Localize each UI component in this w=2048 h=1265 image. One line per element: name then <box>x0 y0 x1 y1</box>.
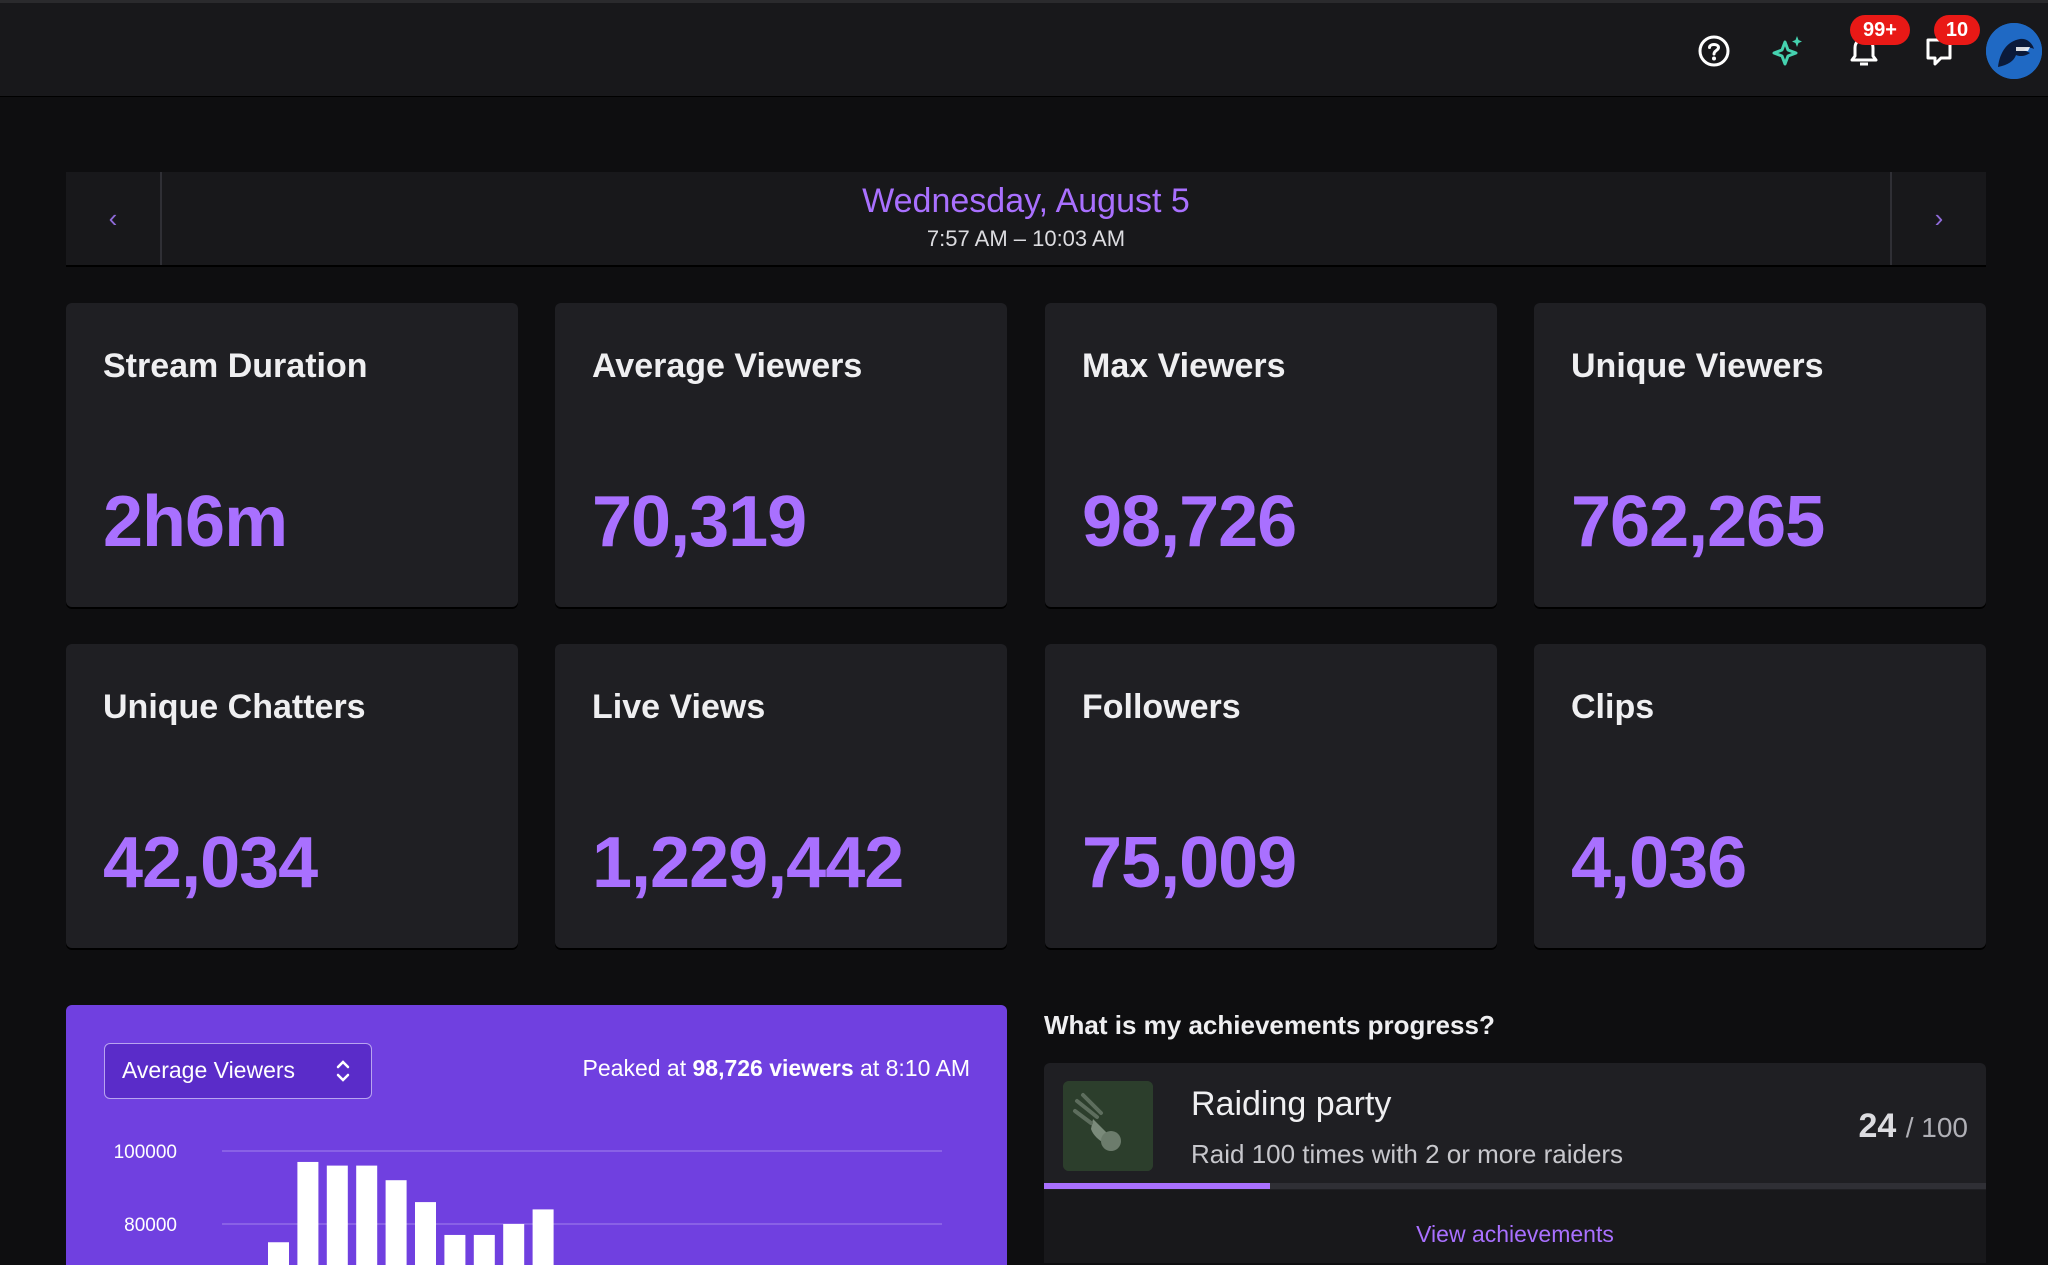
stat-value: 762,265 <box>1571 482 1825 562</box>
viewers-bar-chart: 100000 80000 <box>114 1142 942 1265</box>
stat-card-live-views: Live Views 1,229,442 <box>555 644 1007 948</box>
chart-bar[interactable] <box>415 1202 436 1265</box>
raid-rocket-icon <box>1063 1081 1153 1171</box>
stat-value: 4,036 <box>1571 823 1747 903</box>
stat-label: Max Viewers <box>1082 347 1286 385</box>
chart-bar[interactable] <box>297 1161 319 1265</box>
achievement-total: / 100 <box>1905 1112 1968 1143</box>
achievement-thumbnail <box>1063 1081 1153 1171</box>
chart-bar[interactable] <box>532 1209 554 1265</box>
view-achievements-link[interactable]: View achievements <box>1416 1221 1614 1247</box>
select-arrows-icon <box>336 1060 350 1082</box>
achievement-description: Raid 100 times with 2 or more raiders <box>1191 1139 1624 1169</box>
achievement-progress-count: 24 / 100 <box>1858 1107 1968 1146</box>
chart-bar[interactable] <box>473 1234 495 1265</box>
achievements-heading: What is my achievements progress? <box>1044 1010 1495 1040</box>
notifications-badge: 99+ <box>1850 15 1910 45</box>
y-tick-label: 100000 <box>114 1142 177 1163</box>
peak-suffix: at 8:10 AM <box>860 1055 970 1081</box>
peak-summary: Peaked at 98,726 viewers at 8:10 AM <box>583 1055 970 1082</box>
stat-label: Live Views <box>592 688 766 726</box>
metric-select-value: Average Viewers <box>122 1057 296 1083</box>
user-avatar[interactable] <box>1986 23 2042 79</box>
stream-time-range: 7:57 AM – 10:03 AM <box>926 226 1126 251</box>
stat-label: Unique Chatters <box>103 688 366 726</box>
stat-label: Stream Duration <box>103 347 368 385</box>
stat-card-max-viewers: Max Viewers 98,726 <box>1045 303 1497 607</box>
stat-label: Clips <box>1571 688 1655 726</box>
metric-select[interactable]: Average Viewers <box>104 1043 372 1099</box>
chart-bar[interactable] <box>356 1165 378 1265</box>
chart-bar[interactable] <box>444 1234 466 1265</box>
stat-value: 1,229,442 <box>592 823 904 903</box>
stat-label: Unique Viewers <box>1571 347 1824 385</box>
stat-card-unique-chatters: Unique Chatters 42,034 <box>66 644 518 948</box>
achievement-progress-track <box>1044 1183 1986 1189</box>
sparkle-icon[interactable] <box>1768 31 1808 71</box>
peak-prefix: Peaked at <box>582 1055 687 1081</box>
stat-value: 2h6m <box>103 482 288 562</box>
stat-value: 98,726 <box>1082 482 1297 562</box>
whispers-badge: 10 <box>1934 15 1980 45</box>
peak-value: 98,726 viewers <box>692 1055 854 1081</box>
achievement-footer <box>1044 1190 1986 1263</box>
achievement-current: 24 <box>1858 1107 1897 1145</box>
chevron-left-icon: ‹ <box>108 203 118 233</box>
chart-bar[interactable] <box>385 1180 407 1265</box>
stat-card-average-viewers: Average Viewers 70,319 <box>555 303 1007 607</box>
achievement-progress-fill <box>1044 1183 1271 1189</box>
stream-session-header: ‹ Wednesday, August 5 7:57 AM – 10:03 AM… <box>66 172 1986 265</box>
achievement-title: Raiding party <box>1191 1085 1392 1123</box>
viewer-chart-panel: Average Viewers Peaked at 98,726 viewers… <box>66 1005 1007 1265</box>
achievement-card: Raiding party Raid 100 times with 2 or m… <box>1044 1063 1986 1263</box>
top-nav-bar: 99+ 10 <box>0 0 2048 96</box>
stat-card-clips: Clips 4,036 <box>1534 644 1986 948</box>
stat-card-stream-duration: Stream Duration 2h6m <box>66 303 518 607</box>
stream-date: Wednesday, August 5 <box>862 182 1190 220</box>
stat-label: Followers <box>1082 688 1241 726</box>
stat-value: 75,009 <box>1082 823 1297 903</box>
stat-label: Average Viewers <box>592 347 863 385</box>
y-tick-label: 80000 <box>124 1215 177 1236</box>
help-icon[interactable] <box>1694 31 1734 71</box>
chart-bar[interactable] <box>503 1224 525 1265</box>
next-stream-button[interactable]: › <box>1890 172 1986 265</box>
chevron-right-icon: › <box>1934 203 1944 233</box>
chart-bar[interactable] <box>326 1165 348 1265</box>
stat-value: 70,319 <box>592 482 807 562</box>
previous-stream-button[interactable]: ‹ <box>66 172 162 265</box>
stat-card-unique-viewers: Unique Viewers 762,265 <box>1534 303 1986 607</box>
stat-value: 42,034 <box>103 823 318 903</box>
stat-card-followers: Followers 75,009 <box>1045 644 1497 948</box>
